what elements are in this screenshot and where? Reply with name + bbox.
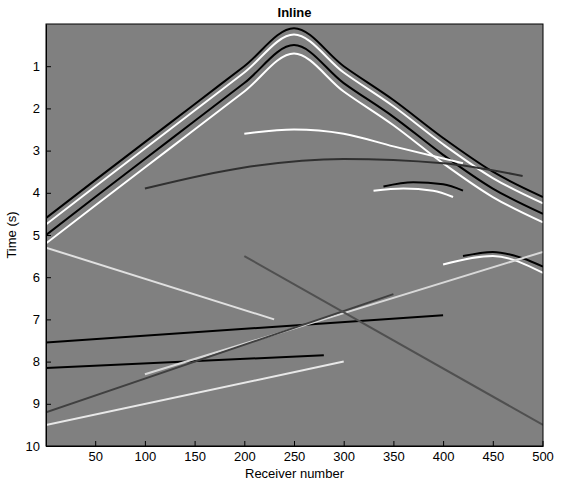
- y-tick-label: 2: [33, 101, 40, 116]
- y-tick-label: 4: [33, 185, 40, 200]
- y-tick-label: 3: [33, 143, 40, 158]
- x-tick: 50: [88, 441, 102, 464]
- y-tick: 1: [33, 59, 51, 74]
- y-tick-mark: [46, 404, 51, 405]
- plot-background: [46, 24, 543, 446]
- x-tick-label: 150: [184, 449, 206, 464]
- event-line: [374, 189, 454, 197]
- y-tick-mark: [46, 151, 51, 152]
- y-tick: 2: [33, 101, 51, 116]
- x-tick-label: 450: [482, 449, 504, 464]
- y-axis-title: Time (s): [4, 211, 19, 258]
- event-line: [46, 28, 543, 218]
- x-tick: 250: [284, 441, 306, 464]
- x-tick-label: 250: [284, 449, 306, 464]
- y-tick-mark: [46, 446, 51, 447]
- y-tick-mark: [46, 66, 51, 67]
- y-tick-label: 1: [33, 59, 40, 74]
- y-tick: 4: [33, 185, 51, 200]
- event-line: [383, 182, 463, 190]
- x-tick: 450: [482, 441, 504, 464]
- x-tick: 200: [234, 441, 256, 464]
- x-tick-label: 400: [433, 449, 455, 464]
- plot: 50 100 150 200 250 300 350 400 450 500 1 2 3 4 5 6 7 8 9 10: [26, 24, 554, 464]
- x-tick: 300: [333, 441, 355, 464]
- y-tick: 3: [33, 143, 51, 158]
- x-tick-mark: [195, 441, 196, 446]
- y-tick: 10: [26, 439, 51, 454]
- x-tick-label: 500: [532, 449, 554, 464]
- x-tick-mark: [244, 441, 245, 446]
- event-line: [46, 35, 543, 225]
- x-tick-mark: [344, 441, 345, 446]
- chart: 50 100 150 200 250 300 350 400 450 500 1 2 3 4 5 6 7 8 9 10…: [0, 0, 561, 483]
- event-line: [46, 315, 443, 342]
- chart-title: Inline: [278, 5, 312, 20]
- y-tick-label: 10: [26, 439, 40, 454]
- x-tick-label: 350: [383, 449, 405, 464]
- y-tick-label: 5: [33, 228, 40, 243]
- y-tick-mark: [46, 235, 51, 236]
- x-tick-label: 100: [135, 449, 157, 464]
- y-tick-label: 9: [33, 396, 40, 411]
- y-tick: 8: [33, 354, 51, 369]
- x-tick-mark: [95, 441, 96, 446]
- y-tick-mark: [46, 277, 51, 278]
- y-tick-mark: [46, 108, 51, 109]
- event-line: [46, 45, 543, 235]
- x-tick: 150: [184, 441, 206, 464]
- y-tick: 7: [33, 312, 51, 327]
- x-tick-mark: [543, 441, 544, 446]
- y-tick-label: 7: [33, 312, 40, 327]
- event-line: [443, 256, 543, 273]
- y-tick: 9: [33, 396, 51, 411]
- event-line: [244, 256, 543, 425]
- event-line: [145, 159, 523, 189]
- x-tick: 100: [135, 441, 157, 464]
- event-line: [46, 54, 543, 244]
- plot-frame: [46, 24, 543, 446]
- x-axis: 50 100 150 200 250 300 350 400 450 500: [47, 441, 554, 464]
- x-axis-title: Receiver number: [245, 466, 345, 481]
- y-tick-mark: [46, 362, 51, 363]
- y-tick-mark: [46, 319, 51, 320]
- x-tick-label: 200: [234, 449, 256, 464]
- y-axis: 1 2 3 4 5 6 7 8 9 10: [26, 25, 51, 454]
- x-tick: 350: [383, 441, 405, 464]
- x-axis-line: [47, 446, 544, 447]
- y-tick: 5: [33, 228, 51, 243]
- event-line: [46, 248, 274, 320]
- x-tick-label: 300: [333, 449, 355, 464]
- y-tick: 6: [33, 270, 51, 285]
- x-tick-mark: [493, 441, 494, 446]
- event-line: [46, 362, 344, 425]
- x-tick-mark: [393, 441, 394, 446]
- x-tick-mark: [294, 441, 295, 446]
- y-tick-label: 8: [33, 354, 40, 369]
- y-tick-label: 6: [33, 270, 40, 285]
- x-tick: 500: [532, 441, 554, 464]
- x-tick-mark: [443, 441, 444, 446]
- y-tick-mark: [46, 193, 51, 194]
- x-tick-label: 50: [88, 449, 102, 464]
- series-group: [46, 28, 543, 425]
- x-tick: 400: [433, 441, 455, 464]
- x-tick-mark: [145, 441, 146, 446]
